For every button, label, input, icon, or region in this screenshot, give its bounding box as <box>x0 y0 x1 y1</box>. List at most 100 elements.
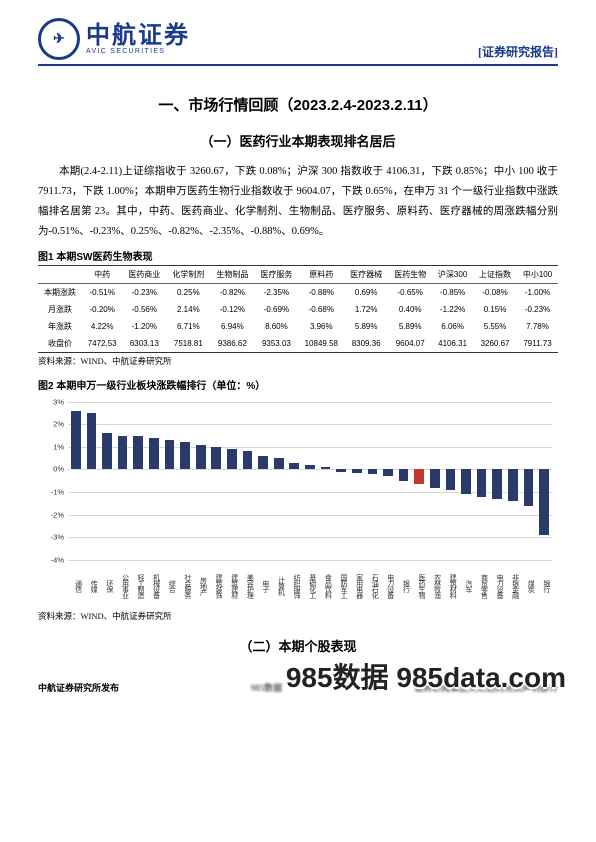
x-axis-label: 银行 <box>396 564 412 608</box>
table-cell: 3.96% <box>298 318 344 335</box>
x-axis-label: 公用事业 <box>115 564 131 608</box>
section-title-2: （一）医药行业本期表现排名居后 <box>38 131 558 150</box>
row-label: 年涨跌 <box>38 318 82 335</box>
table-cell: 0.40% <box>388 301 432 318</box>
bar <box>258 456 268 470</box>
x-axis-label: 家用电器 <box>349 564 365 608</box>
bar-slot <box>536 402 552 560</box>
paragraph-body: 本期(2.4-2.11)上证综指收于 3260.67，下跌 0.08%；沪深 3… <box>38 162 558 242</box>
x-axis-label: 医药生物 <box>411 564 427 608</box>
table-cell: -1.00% <box>517 283 558 301</box>
table-cell: -0.82% <box>210 283 254 301</box>
x-axis-label: 建筑材料 <box>443 564 459 608</box>
bar <box>461 469 471 494</box>
bar <box>492 469 502 498</box>
table-header-cell: 医药生物 <box>388 265 432 283</box>
table-header-cell: 沪深300 <box>432 265 473 283</box>
x-axis-label: 电力设备 <box>489 564 505 608</box>
bar-slot <box>115 402 131 560</box>
x-axis-label: 银行 <box>536 564 552 608</box>
section-title-1: 一、市场行情回顾（2023.2.4-2023.2.11） <box>38 94 558 115</box>
bar <box>149 438 159 470</box>
bar-slot <box>489 402 505 560</box>
y-axis-label: -1% <box>40 488 64 497</box>
chart2-caption: 图2 本期申万一级行业板块涨跌幅排行（单位：%） <box>38 377 558 392</box>
table-header-cell: 中小100 <box>517 265 558 283</box>
y-axis-label: 0% <box>40 465 64 474</box>
bar-slot <box>84 402 100 560</box>
page-header: ✈ 中航证券 AVIC SECURITIES [证券研究报告] <box>38 18 558 66</box>
table-row: 年涨跌4.22%-1.20%6.71%6.94%8.60%3.96%5.89%5… <box>38 318 558 335</box>
bar <box>446 469 456 489</box>
table-cell: -0.23% <box>122 283 166 301</box>
x-axis-label: 电子 <box>255 564 271 608</box>
table-cell: 6.71% <box>166 318 210 335</box>
bar <box>524 469 534 505</box>
table-cell: 7911.73 <box>517 335 558 353</box>
table1-caption: 图1 本期SW医药生物表现 <box>38 248 558 263</box>
y-axis-label: -3% <box>40 533 64 542</box>
table-cell: 8.60% <box>254 318 298 335</box>
x-axis-label: 机械设备 <box>146 564 162 608</box>
bar <box>399 469 409 480</box>
x-axis-label: 社会服务 <box>177 564 193 608</box>
x-axis-label: 建筑装饰 <box>208 564 224 608</box>
bar <box>539 469 549 534</box>
row-label: 收盘价 <box>38 335 82 353</box>
section-title-3: （二）本期个股表现 <box>38 636 558 655</box>
bar-slot <box>255 402 271 560</box>
bar-slot <box>302 402 318 560</box>
table-cell: 1.72% <box>344 301 388 318</box>
bar-slot <box>271 402 287 560</box>
x-axis-label: 煤炭 <box>521 564 537 608</box>
table-cell: 4106.31 <box>432 335 473 353</box>
table-cell: 6.06% <box>432 318 473 335</box>
table1-source: 资料来源：WIND、中航证券研究所 <box>38 355 558 367</box>
x-axis-label: 综合 <box>162 564 178 608</box>
table-cell: -0.08% <box>473 283 517 301</box>
table-cell: 3260.67 <box>473 335 517 353</box>
watermark: 985数据 985data.com <box>286 656 566 696</box>
bar-slot <box>458 402 474 560</box>
table-cell: 5.89% <box>388 318 432 335</box>
bar-slot <box>396 402 412 560</box>
logo-block: ✈ 中航证券 AVIC SECURITIES <box>38 18 190 60</box>
bar <box>211 447 221 470</box>
y-axis-label: 1% <box>40 442 64 451</box>
logo-text-en: AVIC SECURITIES <box>86 48 190 55</box>
bar-slot <box>130 402 146 560</box>
table-cell: 7472.53 <box>82 335 122 353</box>
bar-slot <box>427 402 443 560</box>
table-cell: -0.20% <box>82 301 122 318</box>
bar-slot <box>68 402 84 560</box>
table-header-cell: 中药 <box>82 265 122 283</box>
table-cell: 10849.58 <box>298 335 344 353</box>
bar <box>274 458 284 469</box>
table-header-cell: 生物制品 <box>210 265 254 283</box>
logo-text-cn: 中航证券 <box>86 24 190 48</box>
table-cell: 7518.81 <box>166 335 210 353</box>
table-header-cell: 医疗器械 <box>344 265 388 283</box>
bar <box>118 436 128 470</box>
bar-slot <box>177 402 193 560</box>
table-cell: 0.25% <box>166 283 210 301</box>
bar <box>336 469 346 471</box>
table-header-cell: 化学制剂 <box>166 265 210 283</box>
y-axis-label: 3% <box>40 397 64 406</box>
table-cell: 2.14% <box>166 301 210 318</box>
x-axis-label: 食品饮料 <box>318 564 334 608</box>
table-header-cell: 医疗服务 <box>254 265 298 283</box>
x-axis-label: 房地产 <box>193 564 209 608</box>
x-axis-label: 建筑建材 <box>224 564 240 608</box>
x-axis-label: 商贸零售 <box>474 564 490 608</box>
bar <box>180 442 190 469</box>
table-cell: 4.22% <box>82 318 122 335</box>
table-cell: -0.69% <box>254 301 298 318</box>
table-cell: -1.20% <box>122 318 166 335</box>
bar-slot <box>365 402 381 560</box>
row-label: 月涨跌 <box>38 301 82 318</box>
x-axis-label: 基础化工 <box>302 564 318 608</box>
bar <box>289 463 299 470</box>
bar <box>243 451 253 469</box>
table-cell: -2.35% <box>254 283 298 301</box>
